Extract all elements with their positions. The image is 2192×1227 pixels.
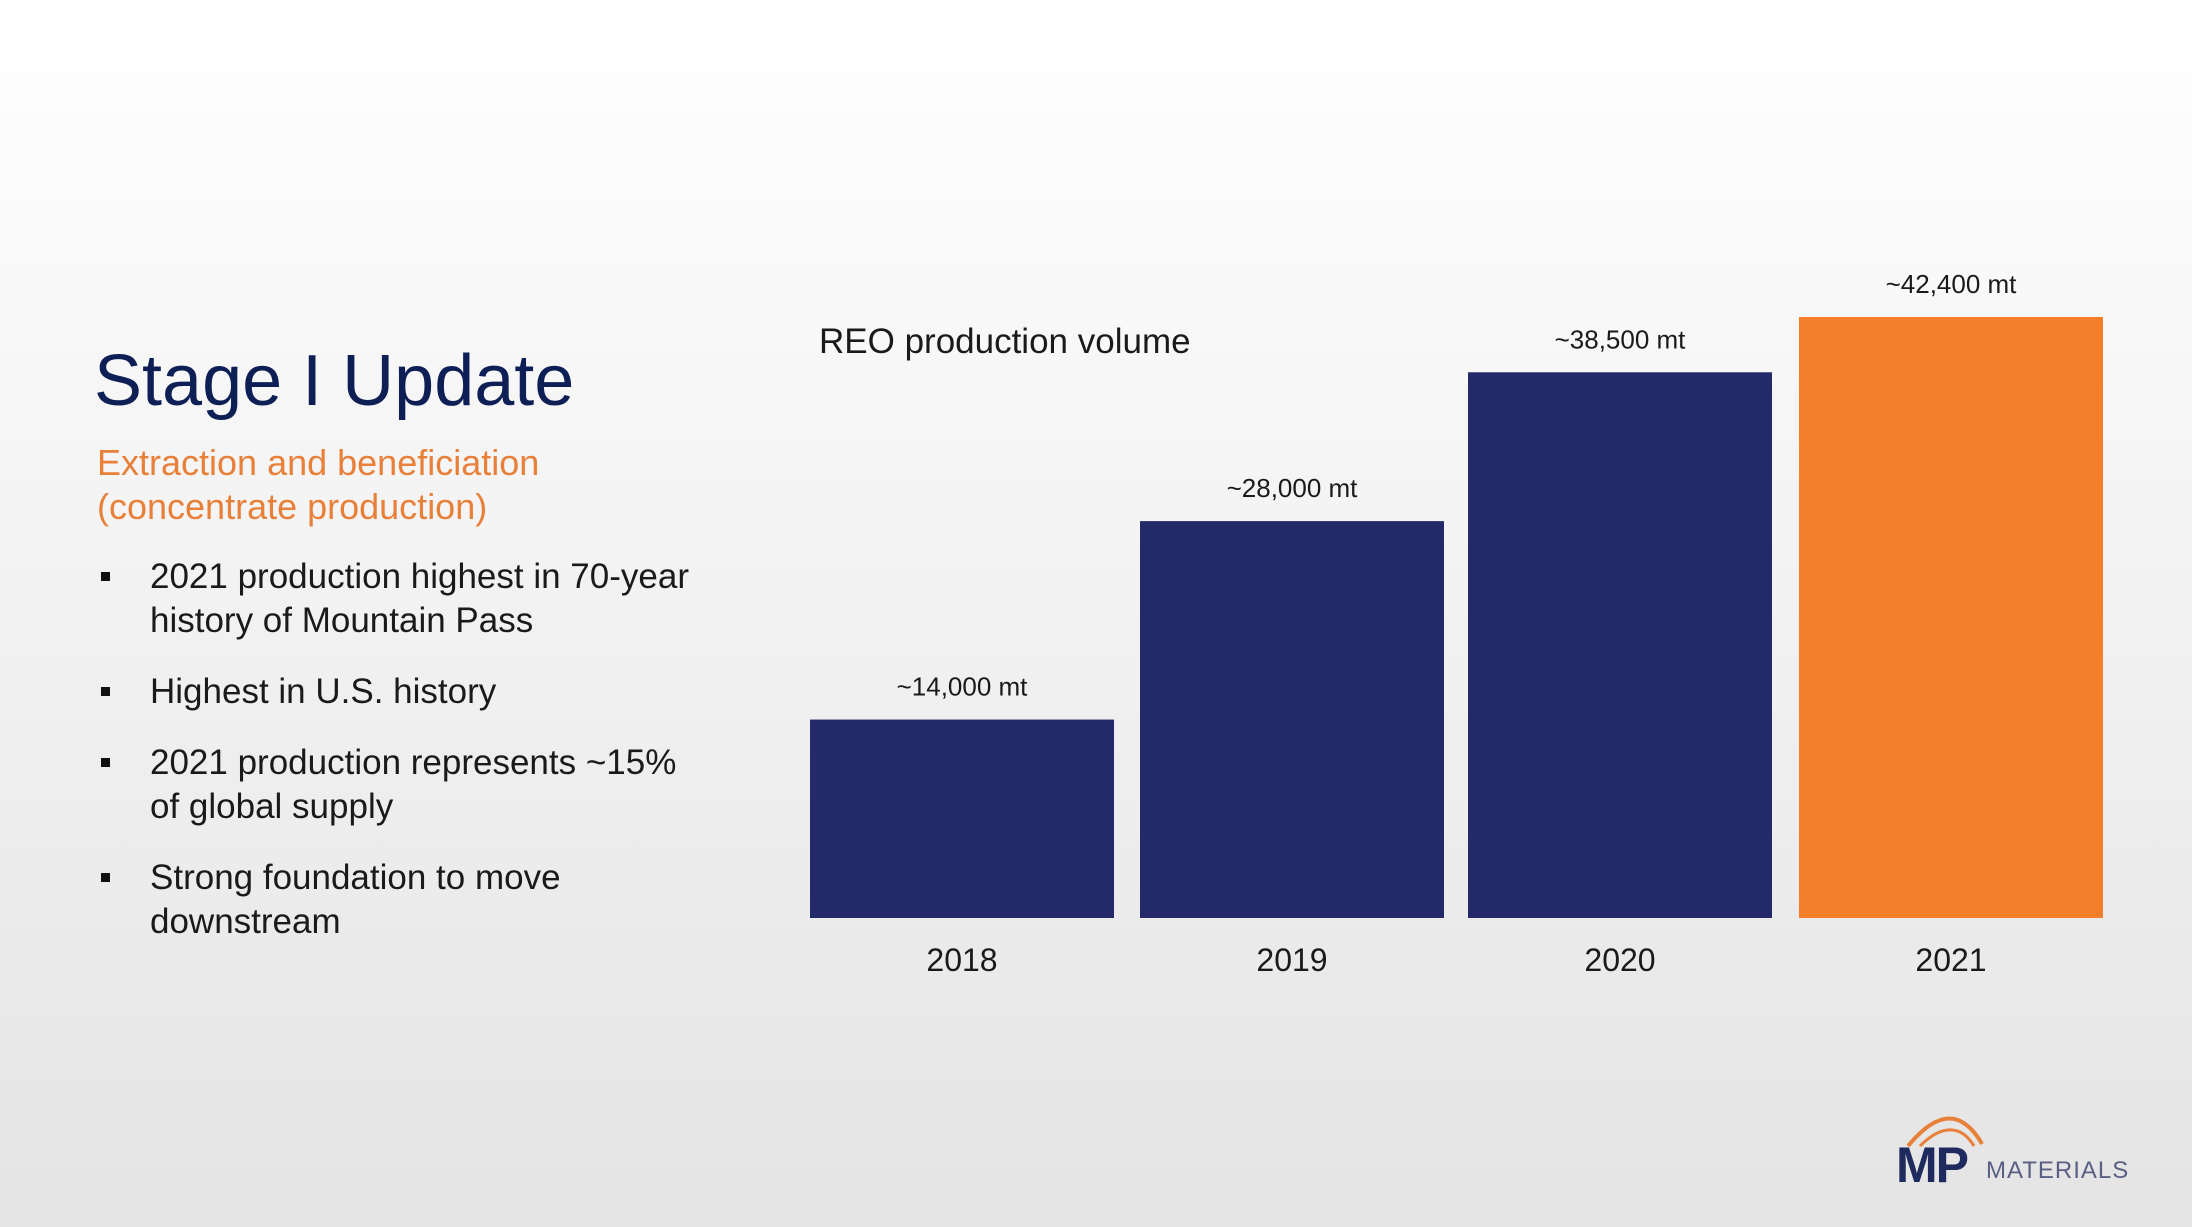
bullet-text: 2021 production highest in 70-year histo…	[150, 557, 689, 640]
bar-2020	[1468, 372, 1772, 919]
bar-2021	[1799, 317, 2103, 918]
mountain-arc-icon	[1906, 1116, 1984, 1148]
bar-2019	[1140, 521, 1444, 918]
bullet-text: Strong foundation to move downstream	[150, 858, 561, 941]
x-tick-label-2019: 2019	[1256, 942, 1327, 978]
x-tick-label-2018: 2018	[926, 942, 997, 978]
data-label-2019: ~28,000 mt	[1227, 473, 1359, 503]
bar-2018	[810, 719, 1114, 918]
bullet-text: Highest in U.S. history	[150, 672, 497, 711]
x-tick-label-2021: 2021	[1915, 942, 1986, 978]
bullet-item: Strong foundation to move downstream	[97, 856, 697, 944]
bullet-text: 2021 production represents ~15% of globa…	[150, 743, 677, 826]
square-bullet-icon	[101, 572, 110, 581]
slide-title: Stage I Update	[94, 341, 575, 421]
bullet-item: 2021 production highest in 70-year histo…	[97, 555, 697, 643]
square-bullet-icon	[101, 687, 110, 696]
chart-title: REO production volume	[819, 322, 1191, 361]
logo-mark: MP	[1896, 1137, 1969, 1193]
bullet-list: 2021 production highest in 70-year histo…	[97, 555, 697, 971]
x-tick-label-2020: 2020	[1584, 942, 1655, 978]
bullet-item: Highest in U.S. history	[97, 670, 697, 714]
data-label-2018: ~14,000 mt	[897, 672, 1029, 702]
square-bullet-icon	[101, 758, 110, 767]
data-label-2020: ~38,500 mt	[1555, 324, 1687, 354]
bullet-item: 2021 production represents ~15% of globa…	[97, 741, 697, 829]
data-label-2021: ~42,400 mt	[1886, 269, 2018, 299]
square-bullet-icon	[101, 873, 110, 882]
logo-wordmark: MATERIALS	[1986, 1157, 2130, 1184]
slide-subtitle: Extraction and beneficiation (concentrat…	[97, 442, 540, 527]
company-logo: MP MATERIALS	[1896, 1110, 2141, 1190]
